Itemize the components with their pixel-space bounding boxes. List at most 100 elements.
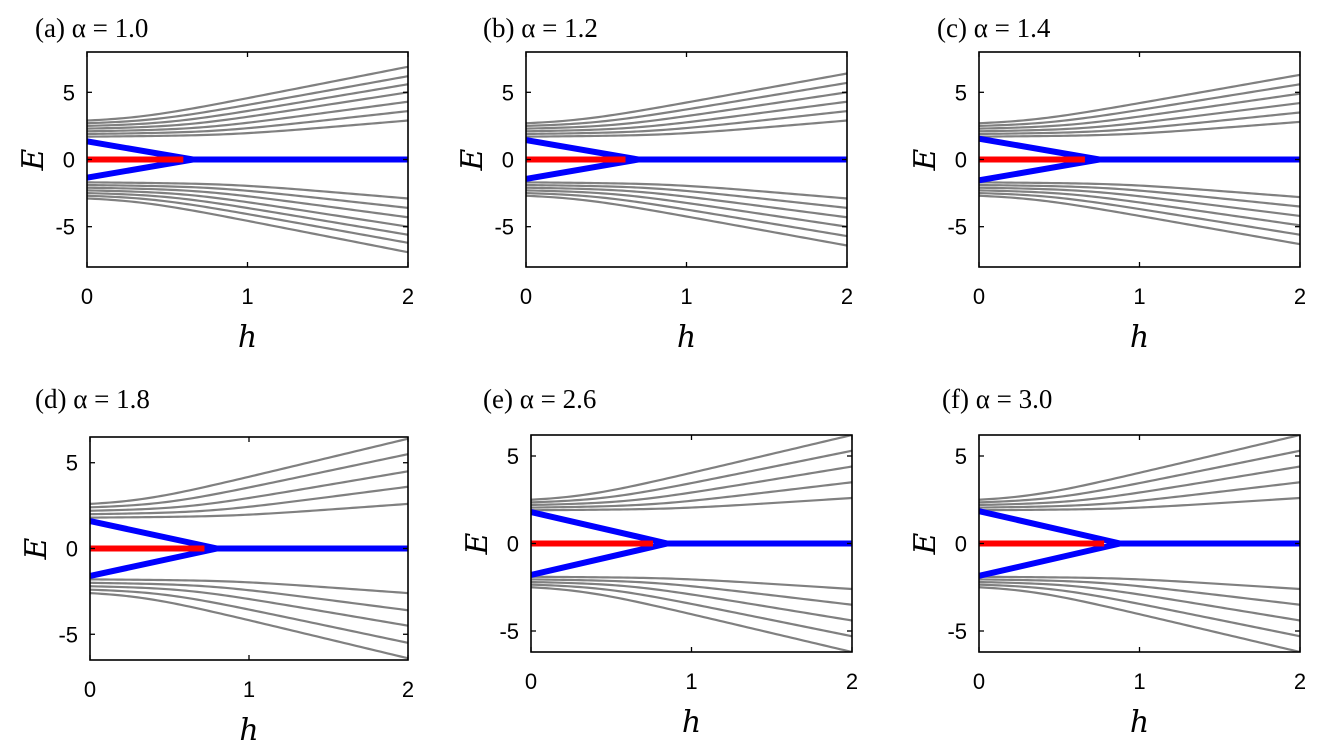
x-tick-label: 0 bbox=[520, 284, 532, 309]
bulk-level-line bbox=[90, 581, 408, 612]
y-tick-label: 0 bbox=[955, 532, 967, 557]
edge-mode-line bbox=[526, 156, 847, 182]
x-tick-label: 2 bbox=[1294, 284, 1306, 309]
plot-area bbox=[531, 435, 852, 652]
y-tick-label: -5 bbox=[55, 215, 75, 240]
edge-mode-line bbox=[90, 545, 408, 579]
bulk-level-line bbox=[979, 575, 1300, 591]
bulk-level-line bbox=[526, 186, 847, 219]
bulk-level-line bbox=[531, 575, 852, 591]
bulk-level-line bbox=[87, 189, 408, 228]
plot-area bbox=[979, 435, 1300, 652]
x-tick-label: 1 bbox=[243, 677, 255, 702]
bulk-level-line bbox=[87, 91, 408, 130]
bulk-level-line bbox=[90, 578, 408, 595]
panel-title: (b) α = 1.2 bbox=[483, 13, 598, 43]
y-axis-label: E bbox=[908, 532, 943, 555]
bulk-level-line bbox=[979, 435, 1300, 501]
plot-area bbox=[979, 73, 1300, 246]
x-tick-label: 0 bbox=[525, 669, 537, 694]
x-tick-label: 2 bbox=[841, 284, 853, 309]
plot-area bbox=[526, 72, 847, 247]
plot-area bbox=[87, 65, 408, 254]
bulk-level-line bbox=[531, 481, 852, 509]
plot-area bbox=[90, 437, 408, 660]
y-tick-label: 5 bbox=[507, 444, 519, 469]
bulk-level-line bbox=[526, 181, 847, 200]
y-tick-label: -5 bbox=[494, 215, 514, 240]
bulk-level-line bbox=[87, 83, 408, 128]
bulk-level-line bbox=[979, 189, 1300, 227]
x-tick-label: 0 bbox=[973, 669, 985, 694]
x-axis-label: h bbox=[239, 713, 258, 747]
panel-c: 0 1 2 -5 0 5 h E (c) α = 1.4 bbox=[908, 13, 1306, 355]
bulk-level-line bbox=[90, 437, 408, 505]
bulk-level-line bbox=[90, 588, 408, 644]
bulk-level-line bbox=[526, 81, 847, 128]
bulk-level-line bbox=[87, 65, 408, 122]
edge-mode-line bbox=[979, 135, 1300, 163]
y-tick-label: 0 bbox=[955, 148, 967, 173]
bulk-level-line bbox=[531, 449, 852, 504]
bulk-level-line bbox=[531, 583, 852, 638]
bulk-level-line bbox=[979, 73, 1300, 125]
bulk-level-line bbox=[979, 496, 1300, 512]
y-tick-label: -5 bbox=[499, 619, 519, 644]
bulk-level-line bbox=[526, 191, 847, 238]
panel-title: (e) α = 2.6 bbox=[483, 384, 596, 414]
bulk-level-line bbox=[526, 110, 847, 136]
y-tick-label: 0 bbox=[502, 148, 514, 173]
x-tick-label: 1 bbox=[680, 284, 692, 309]
bulk-level-line bbox=[979, 111, 1300, 136]
bulk-level-line bbox=[87, 197, 408, 254]
bulk-level-line bbox=[979, 120, 1300, 138]
x-axis-label: h bbox=[682, 705, 701, 740]
x-tick-label: 2 bbox=[846, 669, 858, 694]
x-tick-label: 0 bbox=[84, 677, 96, 702]
x-tick-label: 1 bbox=[1133, 284, 1145, 309]
bulk-level-line bbox=[531, 586, 852, 652]
panel-d: 0 1 2 -5 0 5 h E (d) α = 1.8 bbox=[19, 384, 414, 747]
bulk-level-line bbox=[979, 101, 1300, 133]
y-axis-label: E bbox=[19, 537, 54, 560]
x-tick-label: 0 bbox=[81, 284, 93, 309]
edge-mode-line bbox=[979, 540, 1300, 579]
bulk-level-line bbox=[979, 186, 1300, 218]
y-tick-label: 5 bbox=[955, 444, 967, 469]
bulk-level-line bbox=[87, 100, 408, 133]
y-tick-label: -5 bbox=[947, 215, 967, 240]
x-axis-label: h bbox=[1130, 705, 1149, 740]
x-tick-label: 2 bbox=[402, 677, 414, 702]
bulk-level-line bbox=[87, 191, 408, 236]
x-tick-label: 2 bbox=[402, 284, 414, 309]
y-tick-label: 5 bbox=[63, 80, 75, 105]
x-axis-label: h bbox=[1130, 320, 1149, 355]
y-axis-label: E bbox=[16, 148, 51, 171]
x-axis-label: h bbox=[677, 320, 696, 355]
panel-b: 0 1 2 -5 0 5 h E (b) α = 1.2 bbox=[455, 13, 853, 355]
bulk-level-line bbox=[90, 502, 408, 519]
bulk-level-line bbox=[87, 181, 408, 200]
bulk-level-line bbox=[90, 485, 408, 516]
panel-title: (f) α = 3.0 bbox=[942, 384, 1052, 414]
bulk-level-line bbox=[90, 592, 408, 660]
bulk-level-line bbox=[531, 496, 852, 512]
bulk-level-line bbox=[979, 481, 1300, 509]
y-tick-label: 5 bbox=[502, 80, 514, 105]
bulk-level-line bbox=[87, 119, 408, 138]
bulk-level-line bbox=[979, 580, 1300, 622]
y-axis-label: E bbox=[460, 532, 495, 555]
bulk-level-line bbox=[979, 578, 1300, 606]
bulk-level-line bbox=[979, 194, 1300, 246]
y-tick-label: 0 bbox=[507, 532, 519, 557]
bulk-level-line bbox=[87, 186, 408, 219]
bulk-level-line bbox=[531, 580, 852, 622]
bulk-level-line bbox=[979, 191, 1300, 236]
y-tick-label: -5 bbox=[58, 622, 78, 647]
y-tick-label: 5 bbox=[955, 80, 967, 105]
edge-mode-line bbox=[979, 156, 1300, 184]
bulk-level-line bbox=[979, 83, 1300, 128]
bulk-level-line bbox=[979, 449, 1300, 504]
